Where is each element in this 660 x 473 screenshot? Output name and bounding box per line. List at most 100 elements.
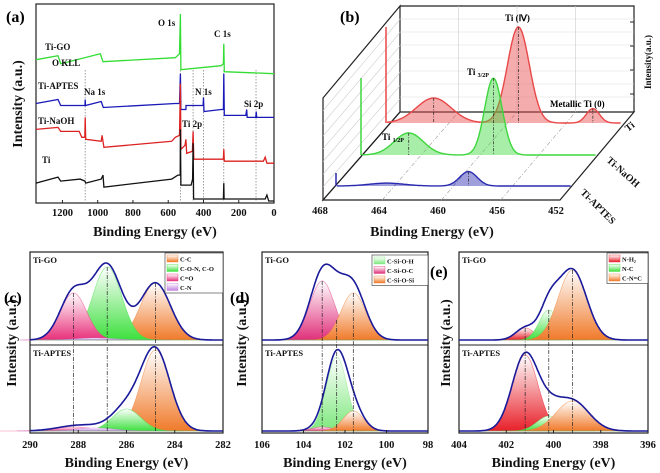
legend-label: C-Si-O-H [387,259,414,266]
legend-swatch [608,273,621,282]
peak-annotation-subscript: 1/2P [393,138,405,144]
peak-annotation-text: Ti (Ⅳ) [505,13,530,23]
x-tick-label: 286 [119,440,135,451]
annotation-label: O 1s [158,18,176,28]
subplot-label: Ti-APTES [462,348,500,358]
subplot-label: Ti-APTES [33,348,71,358]
peak-annotation-text: Metallic Ti (0) [550,99,605,109]
x-tick-label: 396 [640,440,656,451]
x-tick-label: 468 [312,206,328,217]
legend-label: C=O [180,276,193,283]
peak-annotation: Ti 3/2P [467,67,489,79]
annotation-label: C 1s [214,29,231,39]
annotation-label: O KLL [52,58,80,68]
panel-label-b: (b) [340,9,360,26]
legend-label: C-Si-O-Si [387,278,414,285]
envelope-line-ti-aptes [459,351,648,432]
x-axis-label: Binding Energy (eV) [492,456,616,471]
annotation-label: Ti 2p [182,119,202,129]
x-tick-label: 282 [215,440,231,451]
x-axis-label: Binding Energy (eV) [370,225,494,240]
peak-annotation-text: Ti [382,132,393,142]
panel-label-a: (a) [6,9,25,26]
envelope-line-ti-go [29,262,223,341]
x-tick-label: 800 [125,208,141,219]
panel-label-d: (d) [230,290,250,307]
x-tick-label: 400 [546,440,562,451]
annotation-label: Ti-NaOH [38,116,74,126]
x-tick-label: 284 [167,440,184,451]
series-line-ti-go [35,13,275,75]
annotation-label: N 1s [195,87,212,97]
legend-swatch [166,264,179,272]
legend-swatch [373,256,386,265]
panel-label-c: (c) [4,290,22,307]
series-label-ti-aptes: Ti-APTES [578,187,618,227]
x-tick-label: 1200 [52,208,73,219]
legend-swatch [166,254,179,263]
series-line-ti [35,129,274,202]
peak-annotation-text: Ti [467,67,478,77]
x-tick-label: 398 [593,440,609,451]
legend-swatch [373,275,386,284]
series-line-ti-aptes [35,73,274,119]
plot-frame-a [35,3,275,204]
y-axis-label: Intensity (a.u.) [11,60,26,148]
x-tick-label: 456 [489,206,505,217]
annotation-label: Ti [42,155,51,165]
x-tick-label: 452 [548,206,564,217]
x-tick-label: 104 [296,440,313,451]
subplot-label: Ti-APTES [265,348,303,358]
y-axis-label: Intensity (a.u.) [439,299,454,387]
legend-label: C-C [180,257,192,264]
envelope-line-ti-aptes [262,348,428,432]
legend-swatch [166,283,179,291]
subplot-label: Ti-GO [265,255,289,265]
legend-label: N-H₂ [622,257,636,264]
legend-label: C-Si-O-C [387,268,414,275]
x-tick-label: 102 [337,440,353,451]
x-tick-label: 1000 [87,208,108,219]
series-line-ti-naoh [361,77,596,156]
x-tick-label: 400 [196,208,212,219]
legend-label: C-O-N, C-O [180,266,214,273]
x-axis-label: Binding Energy (eV) [93,225,217,240]
x-tick-label: 288 [70,440,86,451]
z-axis-label: Intensity(a.u.) [643,35,653,89]
peak-annotation: Metallic Ti (0) [550,99,605,109]
envelope-line-ti-aptes [29,345,223,432]
x-axis-label: Binding Energy (eV) [65,456,189,471]
x-tick-label: 0 [271,208,276,219]
x-tick-label: 404 [451,440,468,451]
x-tick-label: 100 [379,440,395,451]
legend-label: C-N=C [622,276,642,283]
series-line-ti-naoh [35,83,274,164]
legend-label: C-N [180,285,192,292]
legend-swatch [608,264,621,272]
series-label-ti-naoh: Ti-NaOH [604,155,642,190]
annotation-label: Ti-GO [45,42,70,52]
peak-annotation: Ti (Ⅳ) [505,13,530,23]
x-tick-label: 200 [231,208,247,219]
x-tick-label: 464 [371,206,388,217]
annotation-label: Ti-APTES [38,81,78,91]
x-tick-label: 402 [498,440,514,451]
subplot-label: Ti-GO [33,255,57,265]
x-tick-label: 98 [423,440,434,451]
x-tick-label: 460 [430,206,446,217]
envelope-line-ti-go [262,263,428,341]
y-axis-label: Intensity (a.u.) [5,299,20,387]
legend-swatch [166,273,179,282]
annotation-label: Na 1s [84,87,106,97]
envelope-line-ti-go [459,267,648,341]
legend-swatch [373,266,386,274]
legend-label: N-C [622,266,634,273]
subplot-label: Ti-GO [462,255,486,265]
peak-annotation-subscript: 3/2P [478,73,490,79]
panel-label-e: (e) [430,264,448,281]
series-area-ti-naoh [362,78,596,155]
x-tick-label: 600 [160,208,176,219]
series-line-ti-aptes [337,170,571,187]
x-tick-label: 106 [254,440,270,451]
x-tick-label: 290 [22,440,38,451]
